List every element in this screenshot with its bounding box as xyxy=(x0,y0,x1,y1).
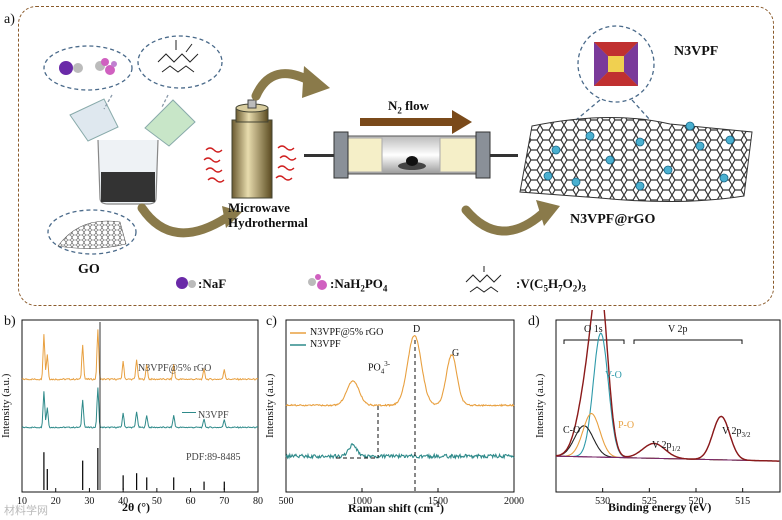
xps-v2p12-label: V 2p1/2 xyxy=(652,440,681,453)
xps-envelope-curve xyxy=(555,310,780,462)
product-top-label: N3VPF xyxy=(674,44,719,59)
panel-b-xlabel: 2θ (°) xyxy=(122,500,151,514)
legend-na-icon xyxy=(176,277,188,289)
b-tick-label: 20 xyxy=(51,496,61,507)
raman-series-rgo xyxy=(285,334,515,407)
d-tick-label: 515 xyxy=(735,496,750,507)
microwave-line1: Microwave xyxy=(228,200,290,215)
panel-d-axes xyxy=(555,319,781,493)
naf-bubble xyxy=(43,45,133,91)
b-tick-label: 40 xyxy=(118,496,128,507)
xrd-series-n3vpf xyxy=(21,387,259,429)
panel-b-ylabel: Intensity (a.u.) xyxy=(0,373,12,438)
xps-v2p-label: V 2p xyxy=(668,324,688,335)
d-tick-label: 520 xyxy=(689,496,704,507)
raman-po4-label: PO43- xyxy=(368,360,391,376)
legend-vacac-icon xyxy=(465,266,502,293)
xps-po-label: P-O xyxy=(618,420,635,431)
panel-a-frame xyxy=(18,6,774,306)
legend-b-rgo: N3VPF@5% rGO xyxy=(138,363,212,374)
c-tick-label: 500 xyxy=(279,496,294,507)
panel-c-chart: 500 1000 1500 2000 xyxy=(279,319,524,507)
legend-b-pdf: PDF:89-8485 xyxy=(186,452,241,463)
panel-d-label: d) xyxy=(528,314,540,329)
panel-a-scheme xyxy=(43,25,753,293)
na-atom-icon xyxy=(59,61,73,75)
legend-nah2po4: :NaH2PO4 xyxy=(330,276,388,294)
raman-series-n3vpf xyxy=(285,442,515,460)
arrow-3 xyxy=(461,205,547,236)
xps-v2p32-label: V 2p3/2 xyxy=(722,426,751,439)
go-solution xyxy=(101,172,155,202)
xps-co-label: C-O xyxy=(563,425,581,436)
v2p-bracket xyxy=(633,339,743,344)
graphene-sheet-icon xyxy=(519,117,753,203)
raman-g-label: G xyxy=(452,348,460,359)
raman-d-label: D xyxy=(413,324,421,335)
legend-b-n3vpf: N3VPF xyxy=(198,410,229,421)
c-tick-label: 2000 xyxy=(504,496,524,507)
b-tick-label: 10 xyxy=(17,496,27,507)
b-tick-label: 60 xyxy=(186,496,196,507)
c-tick-label: 1000 xyxy=(352,496,372,507)
crystal-structure-icon xyxy=(594,42,638,86)
panel-d-xlabel: Binding energy (eV) xyxy=(608,500,712,514)
legend-c-n3vpf: N3VPF xyxy=(310,339,341,350)
panel-c-ylabel: Intensity (a.u.) xyxy=(264,373,276,438)
panel-c-xlabel: Raman shift (cm-1) xyxy=(348,500,444,515)
panel-b-axes xyxy=(21,319,259,493)
f-atom-icon xyxy=(73,63,83,73)
n3vpf-particles-icon xyxy=(543,121,735,191)
autoclave xyxy=(231,119,273,199)
legend-b-n3vpf-line xyxy=(182,412,196,413)
watermark: 材料学网 xyxy=(4,504,48,517)
legend-vacac: :V(C5H7O2)3 xyxy=(516,276,587,294)
n2-flow-label: N2 flow xyxy=(388,98,429,116)
b-tick-label: 80 xyxy=(253,496,263,507)
panel-c-axes xyxy=(285,319,515,493)
b-tick-label: 30 xyxy=(84,496,94,507)
vacac-molecule-icon xyxy=(157,40,199,73)
panel-a-label: a) xyxy=(4,12,15,27)
xps-vo-label: V-O xyxy=(605,370,622,381)
panel-b-chart: 10 20 30 40 50 60 70 80 xyxy=(17,319,263,507)
b-tick-label: 50 xyxy=(152,496,162,507)
o1s-bracket xyxy=(563,339,625,344)
vacac-bubble xyxy=(137,35,223,89)
product-bottom-label: N3VPF@rGO xyxy=(570,212,656,227)
go-label: GO xyxy=(78,262,100,277)
go-sheet-icon xyxy=(57,220,127,249)
microwave-line2: Hydrothermal xyxy=(228,215,308,230)
d-tick-label: 530 xyxy=(595,496,610,507)
legend-c-rgo: N3VPF@5% rGO xyxy=(310,327,384,338)
xrd-series-pdf xyxy=(43,448,225,490)
beaker-left xyxy=(69,98,119,142)
n2-arrow xyxy=(360,118,454,126)
d-tick-label: 525 xyxy=(642,496,657,507)
b-tick-label: 70 xyxy=(219,496,229,507)
c-tick-label: 1500 xyxy=(428,496,448,507)
panel-d-ylabel: Intensity (a.u.) xyxy=(534,373,546,438)
legend-nah2po4-icon xyxy=(308,278,316,286)
arrow-1 xyxy=(137,203,231,238)
microwave-label: Microwave Hydrothermal xyxy=(228,200,308,230)
microwave-waves-icon xyxy=(203,145,297,183)
beaker-right xyxy=(144,99,196,147)
legend-naf: :NaF xyxy=(198,276,227,291)
xrd-series-rgo xyxy=(21,329,259,381)
panel-d-chart: 530 525 520 515 xyxy=(555,310,781,507)
panel-b-label: b) xyxy=(4,314,16,329)
panel-c-label: c) xyxy=(266,314,277,329)
xps-o1s-label: O 1s xyxy=(584,324,603,335)
